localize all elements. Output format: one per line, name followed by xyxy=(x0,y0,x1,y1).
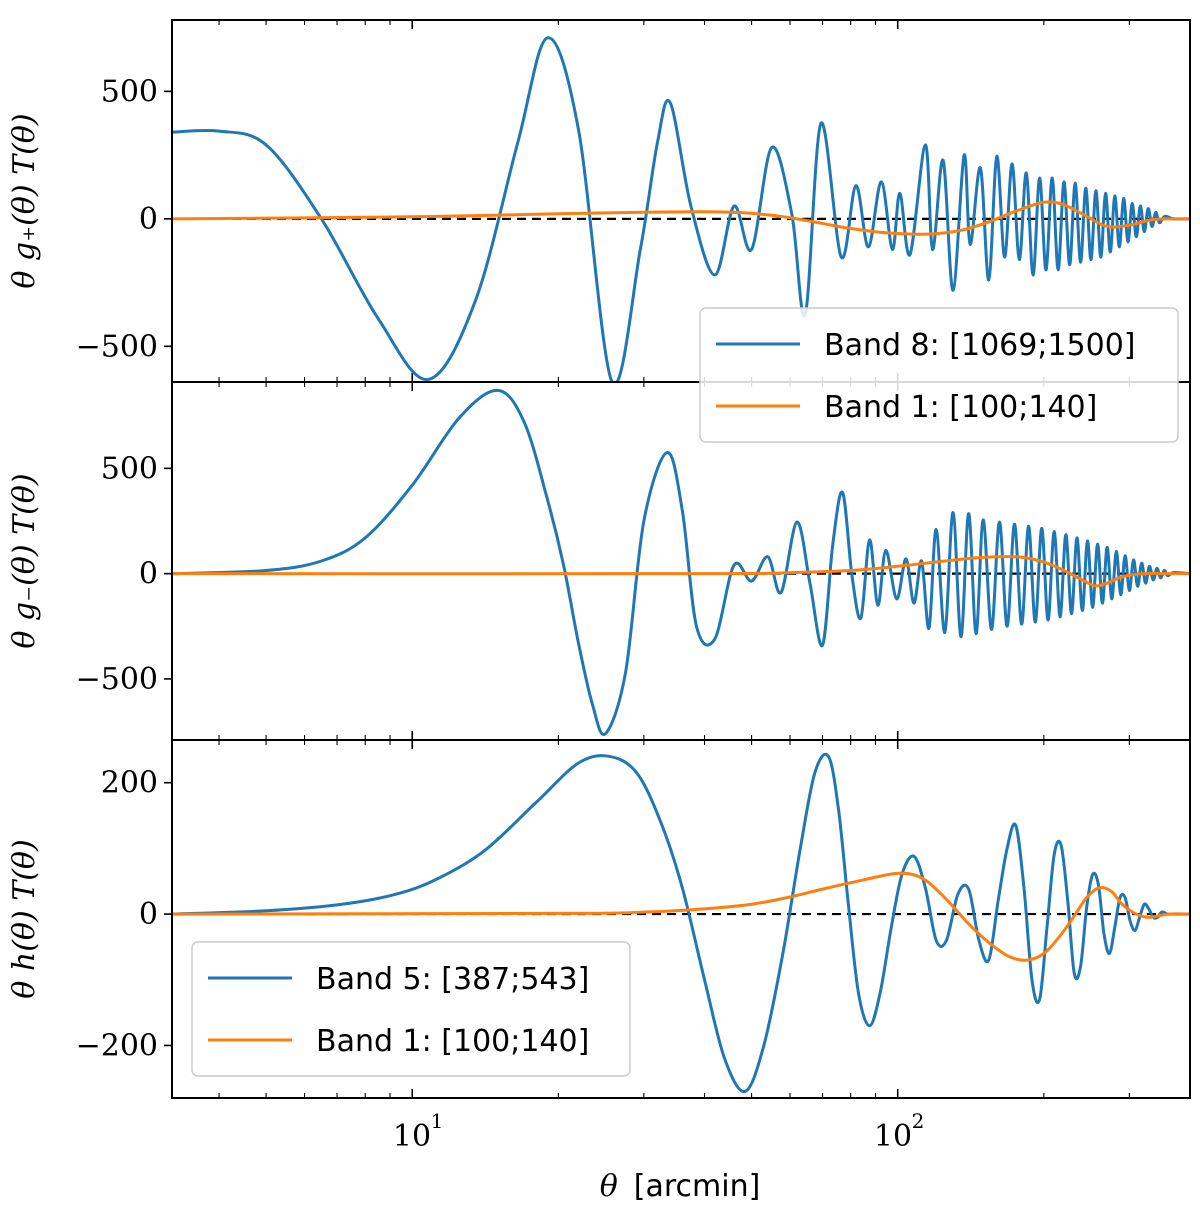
legend-bottom-label-band5: Band 5: [387;543] xyxy=(316,962,589,997)
legend-bottom: Band 5: [387;543] Band 1: [100;140] xyxy=(191,941,631,1077)
series-line-blue xyxy=(172,36,1190,382)
legend-top: Band 8: [1069;1500] Band 1: [100;140] xyxy=(699,307,1179,443)
panel-bottom: −200 0 200 θ h(θ) T(θ) xyxy=(7,739,1191,1099)
panel-top: −500 0 500 θ g₊(θ) T(θ) xyxy=(7,19,1191,383)
x-tick-exponent-2: 2 xyxy=(912,1109,925,1133)
x-tick-label-100: 10 2 xyxy=(874,1109,924,1154)
x-tick-exponent-1: 1 xyxy=(431,1109,444,1133)
y-tick-label: −500 xyxy=(76,329,158,364)
y-tick-label: 0 xyxy=(139,557,158,592)
panel-top-ylabel: θ g₊(θ) T(θ) xyxy=(7,113,42,288)
y-tick-label: 500 xyxy=(101,451,158,486)
y-tick-label: 500 xyxy=(101,74,158,109)
panel-bottom-ylabel: θ h(θ) T(θ) xyxy=(7,839,42,998)
y-tick-label: −200 xyxy=(76,1028,158,1063)
panel-bottom-ticks: −200 0 200 xyxy=(76,740,1191,1098)
legend-top-label-band8: Band 8: [1069;1500] xyxy=(824,328,1136,363)
x-tick-base-10: 10 xyxy=(393,1119,431,1154)
y-tick-label: −500 xyxy=(76,662,158,697)
x-axis-unit: [arcmin] xyxy=(634,1169,761,1204)
panel-middle-ticks: −500 0 500 xyxy=(76,382,1191,740)
x-tick-base-100: 10 xyxy=(874,1119,912,1154)
series-line-orange xyxy=(172,200,1190,236)
series-line-blue xyxy=(172,388,1190,737)
x-tick-label-10: 10 1 xyxy=(393,1109,443,1154)
panel-middle-series xyxy=(172,388,1190,737)
series-line-orange xyxy=(172,555,1190,588)
panel-bottom-frame xyxy=(171,739,1191,1099)
legend-bottom-box xyxy=(191,941,631,1077)
x-axis-symbol: θ xyxy=(600,1169,618,1204)
legend-top-box xyxy=(699,307,1179,443)
panel-middle-ylabel: θ g₋(θ) T(θ) xyxy=(7,473,42,648)
y-tick-label: 200 xyxy=(101,766,158,801)
series-line-blue xyxy=(172,752,1190,1093)
legend-bottom-label-band1: Band 1: [100;140] xyxy=(316,1024,589,1059)
y-tick-label: 0 xyxy=(139,897,158,932)
legend-top-label-band1: Band 1: [100;140] xyxy=(824,390,1097,425)
panel-top-series xyxy=(172,36,1190,382)
y-tick-label: 0 xyxy=(139,202,158,237)
panel-bottom-series xyxy=(172,752,1190,1093)
x-axis-label: θ [arcmin] xyxy=(600,1169,761,1204)
series-line-orange xyxy=(172,871,1190,962)
